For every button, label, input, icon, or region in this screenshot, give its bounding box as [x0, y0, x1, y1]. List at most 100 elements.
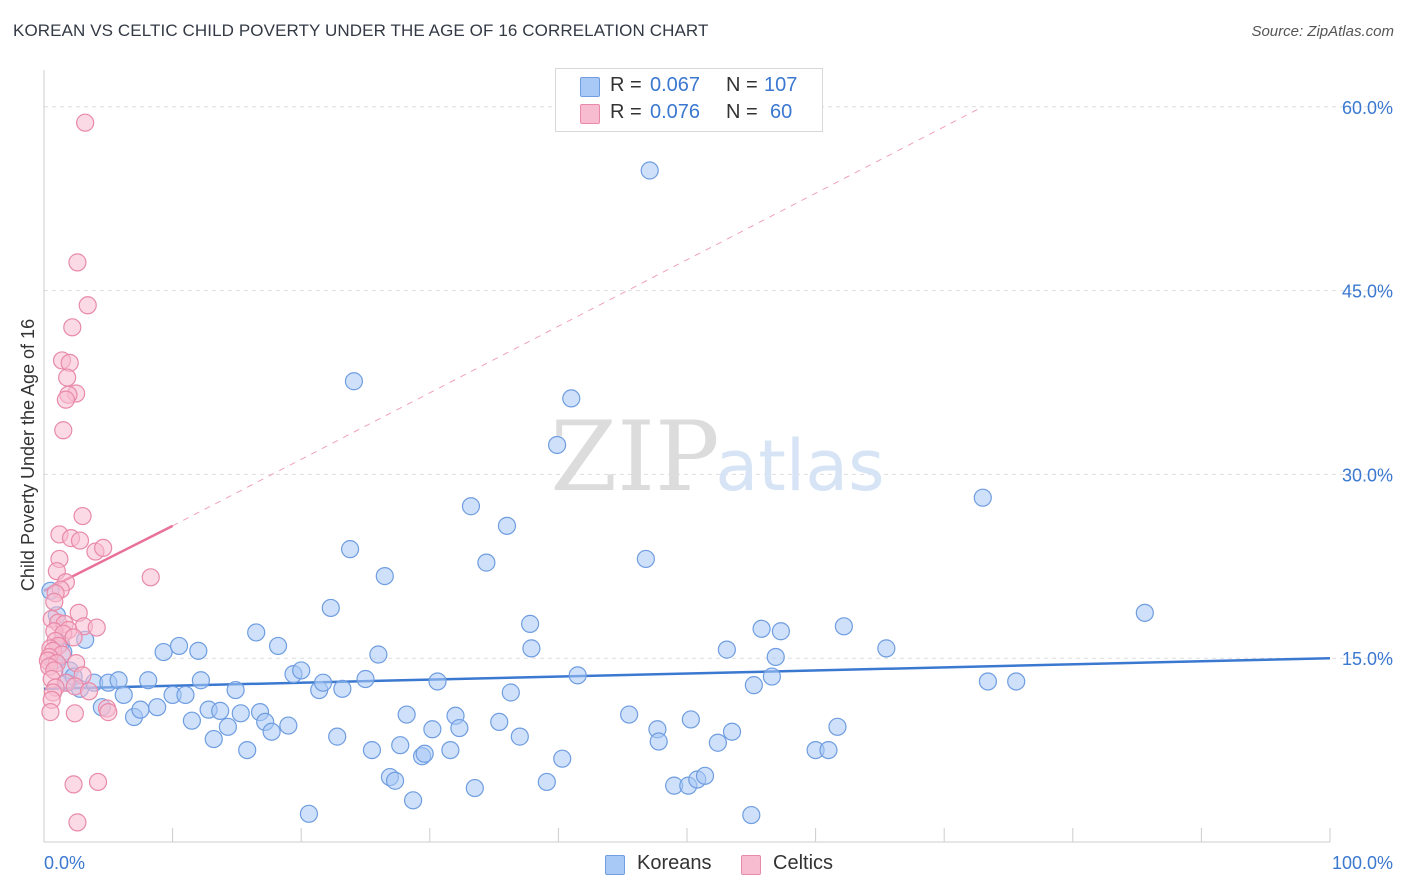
trend-lines [43, 106, 1331, 691]
point-koreans [450, 718, 469, 738]
y-tick-label: 15.0% [1342, 649, 1393, 669]
legend-swatch-koreans [580, 77, 600, 97]
legend-swatch-koreans [605, 855, 625, 875]
point-koreans [211, 701, 230, 720]
point-celtics [87, 618, 106, 637]
point-koreans [262, 722, 281, 741]
x-tick-label: 0.0% [44, 853, 85, 873]
point-koreans [771, 622, 790, 641]
legend-swatch-celtics [580, 104, 600, 124]
point-koreans [877, 639, 896, 658]
point-koreans [1007, 672, 1026, 691]
point-celtics [54, 421, 73, 440]
point-koreans [204, 729, 223, 749]
point-koreans [620, 705, 639, 724]
point-koreans [742, 805, 761, 825]
point-koreans [391, 736, 410, 755]
source-credit: Source: ZipAtlas.com [1251, 23, 1394, 40]
point-koreans [717, 640, 736, 659]
point-koreans [231, 704, 250, 723]
point-koreans [247, 623, 266, 642]
point-koreans [148, 698, 167, 717]
point-koreans [828, 717, 847, 736]
point-koreans [548, 435, 567, 455]
point-koreans [340, 540, 360, 559]
point-celtics [41, 703, 60, 722]
point-koreans [649, 732, 668, 751]
point-koreans [333, 679, 352, 698]
point-koreans [176, 685, 195, 705]
point-koreans [356, 669, 375, 689]
correlation-legend: R = 0.067 N = 107 R = 0.076 N = 60 [555, 68, 823, 132]
point-celtics [99, 703, 118, 722]
point-celtics [56, 390, 75, 409]
legend-n-value: 60 [770, 101, 793, 123]
legend-label-koreans: Koreans [637, 852, 712, 874]
legend-r-label: R = [610, 101, 642, 123]
point-koreans [978, 672, 998, 691]
legend-n-label: N = [726, 74, 758, 96]
point-celtics [73, 506, 92, 526]
point-koreans [465, 778, 484, 798]
point-celtics [65, 704, 84, 723]
watermark-atlas: atlas [715, 425, 884, 507]
point-koreans [415, 744, 434, 763]
point-koreans [189, 641, 208, 660]
point-koreans [1135, 603, 1154, 622]
point-koreans [708, 733, 727, 752]
point-koreans [154, 642, 173, 662]
point-koreans [834, 617, 853, 636]
point-koreans [695, 766, 715, 785]
y-tick-label: 60.0% [1342, 98, 1393, 118]
point-koreans [640, 161, 659, 180]
point-koreans [441, 740, 460, 760]
point-koreans [722, 722, 742, 741]
y-tick-label: 30.0% [1342, 465, 1393, 485]
point-koreans [313, 673, 333, 692]
point-koreans [362, 740, 382, 760]
point-koreans [752, 619, 771, 638]
point-koreans [501, 683, 520, 702]
point-koreans [537, 772, 556, 792]
point-celtics [70, 531, 90, 550]
point-koreans [169, 636, 189, 656]
legend-n-label: N = [726, 101, 758, 123]
point-koreans [238, 740, 257, 760]
point-koreans [292, 661, 311, 680]
point-celtics [64, 628, 83, 647]
point-koreans [344, 372, 364, 391]
point-koreans [299, 804, 319, 823]
point-celtics [78, 296, 97, 315]
point-koreans [131, 700, 150, 719]
data-points [38, 113, 1154, 832]
point-koreans [744, 676, 763, 695]
y-tick-label: 45.0% [1342, 282, 1393, 302]
point-koreans [568, 666, 587, 685]
point-celtics [64, 775, 83, 794]
point-koreans [461, 497, 481, 516]
point-koreans [562, 389, 581, 408]
point-celtics [141, 568, 160, 587]
point-koreans [973, 488, 992, 507]
point-celtics [68, 813, 87, 832]
legend-label-celtics: Celtics [773, 852, 834, 874]
point-koreans [321, 598, 340, 618]
point-koreans [328, 727, 347, 746]
point-celtics [79, 682, 99, 701]
point-koreans [279, 716, 298, 735]
point-celtics [60, 353, 79, 372]
point-celtics [63, 318, 82, 337]
grid-lines [44, 106, 1395, 659]
point-koreans [218, 717, 237, 736]
y-axis-label: Child Poverty Under the Age of 16 [18, 319, 38, 591]
point-koreans [385, 771, 405, 790]
point-koreans [226, 680, 245, 700]
point-celtics [68, 253, 87, 272]
point-koreans [762, 667, 781, 686]
point-koreans [636, 549, 655, 569]
point-koreans [490, 712, 509, 732]
legend-swatch-celtics [741, 855, 761, 875]
point-koreans [369, 645, 388, 664]
point-koreans [497, 516, 517, 535]
